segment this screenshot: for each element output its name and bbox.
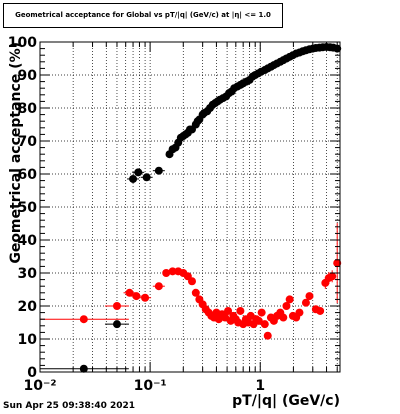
x-tick-label: 10⁻¹ [134, 378, 167, 394]
data-point [134, 168, 143, 177]
data-point [112, 302, 121, 310]
data-point [79, 315, 88, 324]
data-point [282, 302, 291, 310]
y-tick-label: 50 [18, 200, 38, 216]
data-point [285, 295, 294, 304]
data-point [263, 331, 272, 340]
data-point [305, 292, 314, 301]
data-point [129, 174, 138, 183]
data-point [333, 259, 342, 268]
y-tick-label: 0 [27, 365, 37, 381]
data-point [132, 292, 141, 301]
series-black [40, 42, 342, 373]
data-point [191, 288, 200, 297]
x-tick-label: 10⁻² [23, 378, 56, 394]
y-tick-label: 60 [18, 167, 38, 183]
y-axis-label: Geometrical acceptance (%) [8, 42, 24, 264]
data-point [224, 306, 233, 315]
data-point [187, 277, 196, 286]
data-point [112, 320, 121, 329]
data-point [295, 308, 304, 317]
y-tick-label: 40 [18, 233, 38, 249]
timestamp: Sun Apr 25 09:38:40 2021 [3, 401, 136, 411]
x-axis-label: pT/|q| (GeV/c) [232, 393, 340, 409]
data-points [40, 42, 342, 373]
series-red [40, 223, 342, 340]
data-point [168, 267, 177, 276]
data-point [154, 166, 163, 175]
data-point [142, 173, 151, 182]
chart-title: Geometrical acceptance for Global vs pT/… [15, 11, 271, 19]
data-point [125, 288, 134, 297]
data-point [279, 313, 288, 322]
y-tick-label: 10 [18, 332, 38, 348]
data-point [328, 272, 337, 281]
data-point [162, 269, 171, 277]
grid-lines [40, 42, 340, 372]
data-point [141, 293, 150, 302]
y-tick-label: 90 [18, 68, 38, 84]
y-tick-label: 30 [18, 266, 38, 282]
data-point [260, 320, 269, 329]
chart-title-box: Geometrical acceptance for Global vs pT/… [3, 3, 283, 28]
data-point [154, 282, 163, 291]
data-point [254, 316, 263, 325]
tick-labels: 0 10 20 30 40 50 60 70 80 90 100 10⁻² 10⁻¹ 1 [8, 35, 265, 394]
data-point [236, 306, 245, 315]
data-point [316, 306, 325, 315]
data-point [79, 364, 88, 373]
y-tick-label: 100 [8, 35, 37, 51]
x-tick-label: 1 [255, 378, 265, 394]
y-tick-label: 70 [18, 134, 38, 150]
data-point [257, 308, 266, 317]
data-point [301, 298, 310, 307]
y-tick-label: 80 [18, 101, 38, 117]
axis-ticks [39, 41, 340, 373]
y-tick-label: 20 [18, 299, 38, 315]
